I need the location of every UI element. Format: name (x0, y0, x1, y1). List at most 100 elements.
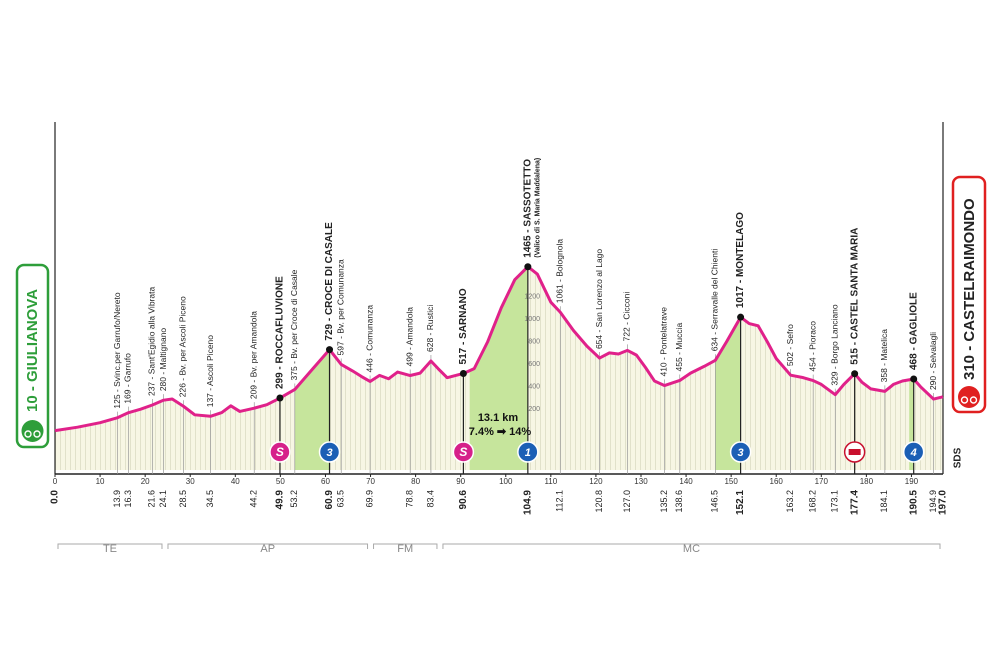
start-icon-wheel (33, 430, 41, 438)
waypoint-label: 1017 - MONTELAGO (735, 212, 746, 308)
km-label: 78.8 (405, 490, 415, 508)
region-bracket (442, 543, 941, 549)
waypoint-label: 375 - Bv. per Croce di Casale (289, 269, 299, 380)
km-label: 127.0 (622, 490, 632, 513)
km-label: 112.1 (555, 490, 565, 512)
sprint-badge (269, 441, 291, 463)
climb-badge (729, 441, 752, 463)
km-label: 168.2 (808, 490, 818, 513)
x-tick-label: 140 (679, 477, 693, 486)
region-label: FM (397, 543, 413, 555)
km-label: 21.6 (147, 490, 157, 508)
km-label: 190.5 (908, 490, 919, 515)
km-label: 16.3 (123, 490, 133, 508)
waypoint-label: 446 - Comunanza (364, 305, 374, 373)
sprint-label: S (459, 445, 467, 459)
km-label: 146.5 (710, 490, 720, 513)
climb-badge (318, 441, 341, 463)
x-tick-label: 50 (276, 477, 285, 486)
waypoint-label: 654 - San Lorenzo al Lago (594, 249, 604, 349)
waypoint-note: (Valico di S. Maria Maddalena) (535, 158, 542, 258)
km-label: 104.9 (522, 490, 533, 515)
km-label: 83.4 (425, 490, 435, 508)
x-tick-label: 120 (589, 477, 603, 486)
bonus-logo (848, 449, 861, 455)
km-label: 53.2 (289, 490, 299, 508)
waypoint-dot (459, 369, 467, 377)
climb-badge (517, 441, 539, 463)
km-label: 0.0 (50, 490, 61, 504)
km-label: 163.2 (785, 490, 795, 513)
km-label: 49.9 (275, 490, 286, 510)
climb-category: 3 (738, 447, 744, 459)
profile-line (54, 265, 944, 433)
waypoint-label: 299 - ROCCAFLUVIONE (275, 276, 286, 389)
sprint-badge (452, 441, 475, 463)
y-tick-label: 1000 (524, 316, 540, 323)
waypoint-label: 1061 - Bolognola (555, 239, 565, 304)
region-label: TE (103, 543, 117, 555)
finish-icon (958, 386, 980, 408)
waypoint-label: 499 - Amandola (404, 307, 414, 367)
region-bracket (373, 543, 438, 549)
waypoint-label: 515 - CASTEL SANTA MARIA (849, 228, 860, 365)
region-bracket (167, 543, 369, 549)
km-label: 120.8 (594, 490, 604, 513)
waypoint-label: 729 - CROCE DI CASALE (324, 222, 335, 341)
waypoint-label: 722 - Cicconi (622, 292, 632, 342)
waypoint-label: 517 - SARNANO (458, 288, 469, 364)
waypoint-dot (910, 375, 918, 383)
climb-category: 4 (910, 447, 917, 459)
climb-badge (902, 441, 925, 463)
start-icon (21, 420, 44, 442)
x-tick-label: 0 (53, 477, 58, 486)
x-tick-label: 20 (141, 477, 150, 486)
x-tick-label: 80 (411, 477, 420, 486)
waypoint-label: 410 - Pontelatrave (659, 307, 669, 377)
climb-gradient: 7.4% ➡ 14% (469, 426, 532, 438)
x-tick-label: 40 (231, 477, 240, 486)
km-label: 184.1 (879, 490, 889, 513)
x-tick-label: 130 (634, 477, 648, 486)
start-badge (15, 263, 50, 449)
km-label: 34.5 (205, 490, 215, 508)
x-tick-label: 30 (186, 477, 195, 486)
km-label: 152.1 (735, 490, 746, 515)
x-tick-label: 90 (456, 477, 465, 486)
waypoint-label: 290 - Selvalagli (928, 332, 938, 390)
x-tick-label: 70 (366, 477, 375, 486)
waypoint-label: 209 - Bv. per Amandola (248, 311, 258, 399)
climb-area (469, 266, 528, 470)
km-label: 197.0 (938, 490, 949, 515)
waypoint-dot (524, 263, 532, 271)
waypoint-label: 597 - Bv. per Comunanza (335, 259, 345, 355)
x-tick-label: 160 (770, 477, 784, 486)
x-tick-label: 180 (860, 477, 874, 486)
x-tick-label: 10 (96, 477, 105, 486)
y-tick-label: 1200 (524, 293, 540, 300)
km-label: 90.6 (458, 490, 469, 510)
x-tick-label: 170 (815, 477, 829, 486)
waypoint-label: 628 - Rustici (425, 305, 435, 352)
finish-label: 310 - CASTELRAIMONDO (961, 198, 978, 380)
km-label: 138.6 (674, 490, 684, 513)
climb-length: 13.1 km (478, 412, 519, 424)
y-tick-label: 400 (528, 384, 540, 391)
waypoint-label: 237 - Sant'Egidio alla Vibrata (147, 287, 157, 396)
x-tick-label: 110 (544, 477, 557, 486)
km-label: 177.4 (849, 490, 860, 515)
km-label: 60.9 (324, 490, 335, 510)
climb-area (715, 317, 741, 470)
waypoint-label: 358 - Matelica (879, 329, 889, 383)
waypoint-dot (851, 370, 859, 378)
waypoint-label: 137 - Ascoli Piceno (205, 335, 215, 408)
x-tick-label: 150 (724, 477, 738, 486)
waypoint-label: 455 - Muccia (674, 323, 684, 372)
waypoint-label: 634 - Serravalle del Chienti (710, 249, 720, 352)
km-label: 173.1 (830, 490, 840, 513)
km-label: 24.1 (158, 490, 168, 508)
region-label: MC (683, 543, 700, 555)
region-label: AP (260, 543, 275, 555)
sprint-label: S (276, 445, 284, 459)
